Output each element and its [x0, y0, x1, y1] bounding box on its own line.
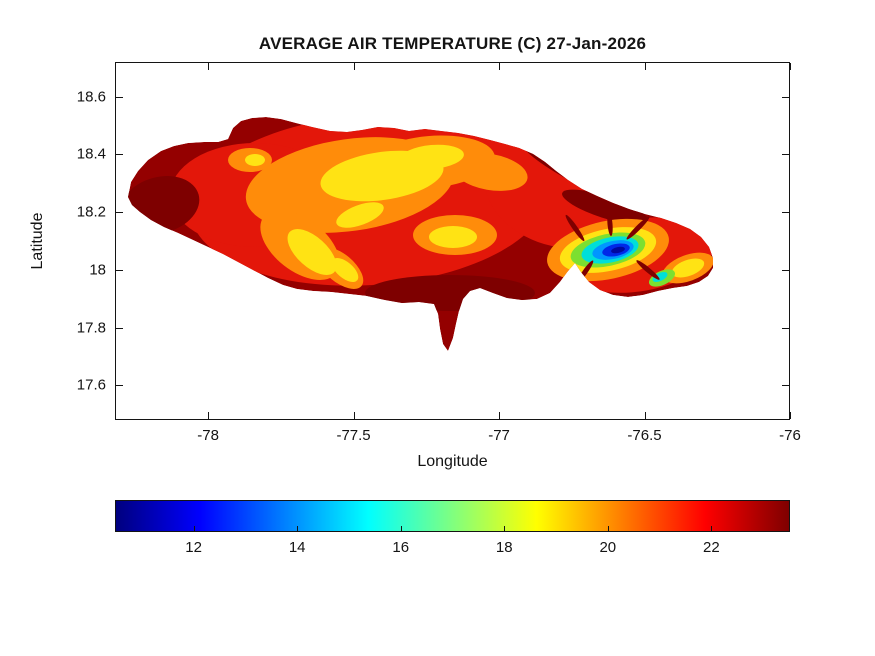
- chart-title: AVERAGE AIR TEMPERATURE (C) 27-Jan-2026: [258, 34, 647, 53]
- colorbar-tick-label: 16: [392, 539, 410, 556]
- y-tick-label: 18: [89, 261, 106, 279]
- colorbar-tick-mark: [607, 526, 609, 531]
- x-tick-label: -76.5: [627, 427, 662, 444]
- x-tick-label: -77.5: [336, 427, 371, 444]
- x-tick-label: -76: [779, 427, 801, 444]
- contour-field: [128, 117, 713, 351]
- x-tick-mark: [790, 63, 791, 70]
- colorbar-tick-label: 14: [288, 539, 306, 556]
- colorbar-tick-label: 12: [185, 539, 202, 556]
- y-tick-label: 17.8: [76, 319, 106, 337]
- colorbar-tick-label: 22: [703, 539, 720, 556]
- colorbar-tick-mark: [504, 526, 506, 531]
- y-tick-label: 18.6: [76, 88, 106, 106]
- x-tick-label: -77: [488, 427, 510, 444]
- colorbar: 12 14 16 18 20 22: [115, 500, 790, 556]
- x-tick-mark: [790, 412, 791, 419]
- colorbar-ticks: 12 14 16 18 20 22: [116, 501, 789, 556]
- x-axis-label: Longitude: [417, 453, 488, 470]
- contour-layer-cold-core: [592, 240, 634, 260]
- colorbar-tick-label: 18: [495, 539, 513, 556]
- y-tick-label: 18.4: [76, 145, 106, 163]
- jamaica-temperature-map: [128, 117, 713, 351]
- colorbar-tick-mark: [193, 526, 195, 531]
- y-tick-label: 17.6: [76, 376, 106, 394]
- colorbar-tick-mark: [297, 526, 299, 531]
- x-tick-label: -78: [197, 427, 219, 444]
- y-axis-label: Latitude: [29, 212, 46, 270]
- colorbar-tick-label: 20: [599, 539, 617, 556]
- colorbar-tick-mark: [400, 526, 402, 531]
- colorbar-tick-mark: [711, 526, 713, 531]
- y-tick-label: 18.2: [76, 203, 106, 221]
- plot-area: -78 -77.5 -77 -76.5 -76 17.6 17.8 18 18.2 18.4 18…: [77, 62, 801, 444]
